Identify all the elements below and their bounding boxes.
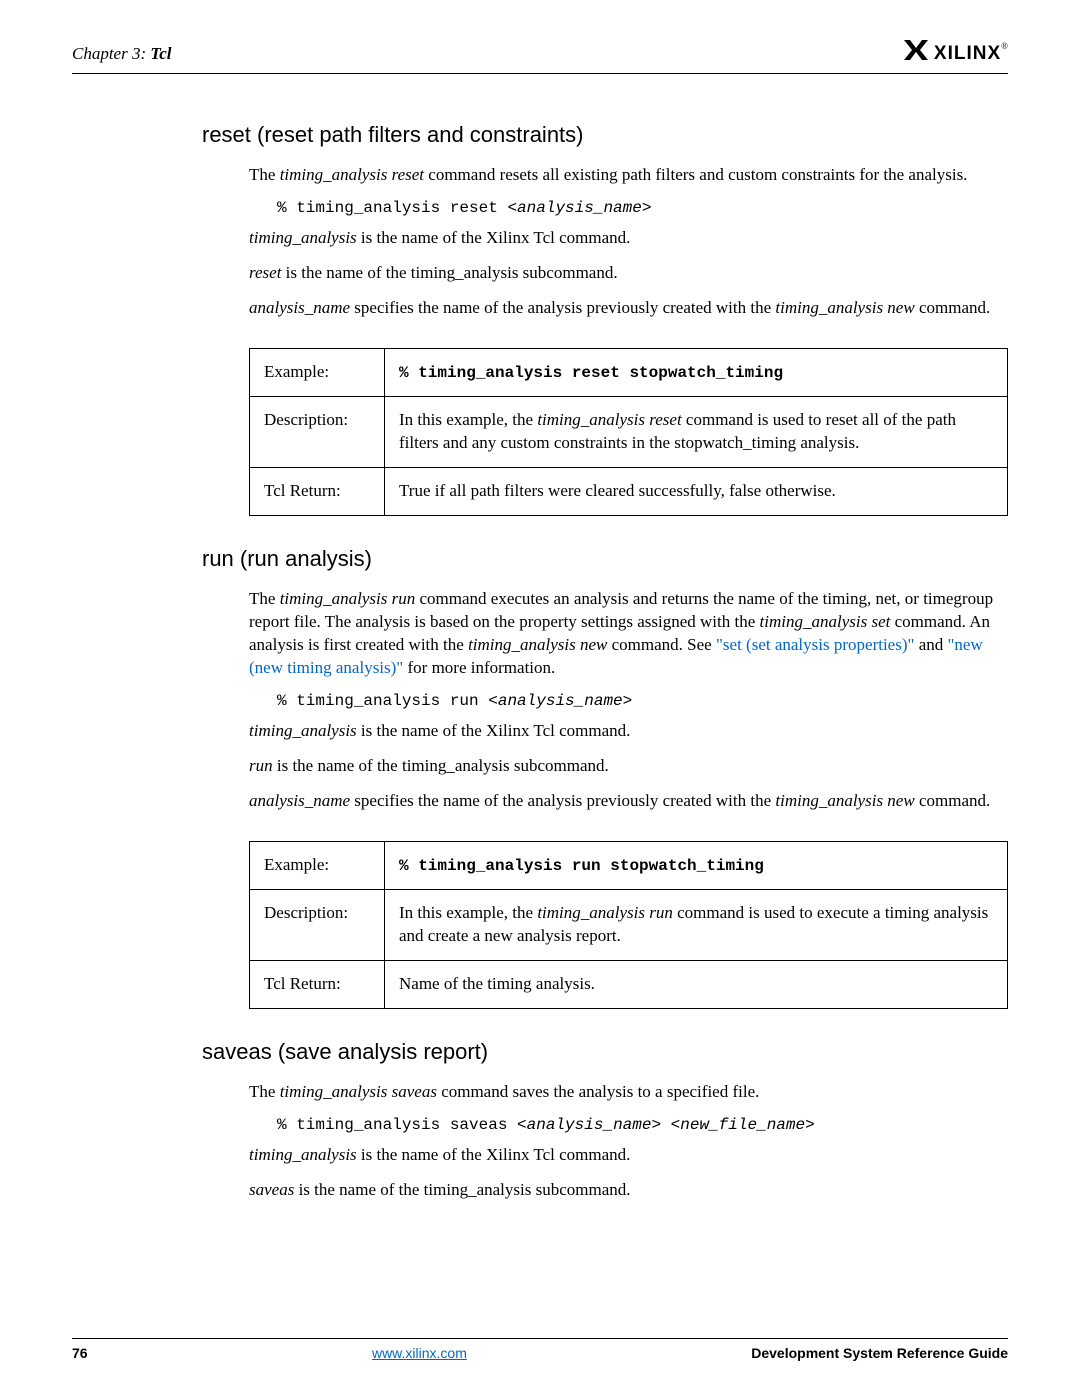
- reset-code: % timing_analysis reset <analysis_name>: [249, 199, 1008, 217]
- saveas-p2: timing_analysis is the name of the Xilin…: [249, 1144, 1008, 1167]
- run-intro: The timing_analysis run command executes…: [249, 588, 1008, 680]
- reset-desc-label: Description:: [250, 397, 385, 468]
- run-table: Example: % timing_analysis run stopwatch…: [249, 841, 1008, 1009]
- page-number: 76: [72, 1345, 88, 1361]
- run-p2: timing_analysis is the name of the Xilin…: [249, 720, 1008, 743]
- saveas-body: The timing_analysis saveas command saves…: [207, 1081, 1008, 1202]
- reset-intro: The timing_analysis reset command resets…: [249, 164, 1008, 187]
- table-row: Description: In this example, the timing…: [250, 397, 1008, 468]
- run-p3: run is the name of the timing_analysis s…: [249, 755, 1008, 778]
- footer-url[interactable]: www.xilinx.com: [372, 1345, 467, 1361]
- reset-body: The timing_analysis reset command resets…: [207, 164, 1008, 516]
- run-p4: analysis_name specifies the name of the …: [249, 790, 1008, 813]
- saveas-code: % timing_analysis saveas <analysis_name>…: [249, 1116, 1008, 1134]
- link-set-props[interactable]: "set (set analysis properties)": [716, 635, 914, 654]
- run-example-val: % timing_analysis run stopwatch_timing: [385, 841, 1008, 890]
- reset-p3: reset is the name of the timing_analysis…: [249, 262, 1008, 285]
- reset-table: Example: % timing_analysis reset stopwat…: [249, 348, 1008, 516]
- table-row: Example: % timing_analysis reset stopwat…: [250, 348, 1008, 397]
- main-content: reset (reset path filters and constraint…: [72, 122, 1008, 1202]
- table-row: Tcl Return: Name of the timing analysis.: [250, 961, 1008, 1009]
- reset-p4: analysis_name specifies the name of the …: [249, 297, 1008, 320]
- table-row: Example: % timing_analysis run stopwatch…: [250, 841, 1008, 890]
- logo-text: XILINX®: [934, 43, 1008, 65]
- table-row: Description: In this example, the timing…: [250, 890, 1008, 961]
- section-heading-saveas: saveas (save analysis report): [202, 1039, 1008, 1065]
- chapter-label: Chapter 3: Tcl: [72, 44, 171, 64]
- saveas-p3: saveas is the name of the timing_analysi…: [249, 1179, 1008, 1202]
- reset-example-val: % timing_analysis reset stopwatch_timing: [385, 348, 1008, 397]
- logo-icon: [902, 38, 930, 69]
- run-return-label: Tcl Return:: [250, 961, 385, 1009]
- table-row: Tcl Return: True if all path filters wer…: [250, 468, 1008, 516]
- page-footer: 76 www.xilinx.com Development System Ref…: [72, 1338, 1008, 1361]
- reset-desc-val: In this example, the timing_analysis res…: [385, 397, 1008, 468]
- run-return-val: Name of the timing analysis.: [385, 961, 1008, 1009]
- chapter-title: Tcl: [150, 44, 171, 63]
- run-body: The timing_analysis run command executes…: [207, 588, 1008, 1009]
- xilinx-logo: XILINX®: [902, 38, 1008, 69]
- run-desc-label: Description:: [250, 890, 385, 961]
- run-example-label: Example:: [250, 841, 385, 890]
- chapter-prefix: Chapter 3:: [72, 44, 146, 63]
- saveas-intro: The timing_analysis saveas command saves…: [249, 1081, 1008, 1104]
- reset-return-label: Tcl Return:: [250, 468, 385, 516]
- reset-example-label: Example:: [250, 348, 385, 397]
- doc-title: Development System Reference Guide: [751, 1345, 1008, 1361]
- section-heading-run: run (run analysis): [202, 546, 1008, 572]
- run-desc-val: In this example, the timing_analysis run…: [385, 890, 1008, 961]
- reset-return-val: True if all path filters were cleared su…: [385, 468, 1008, 516]
- reset-p2: timing_analysis is the name of the Xilin…: [249, 227, 1008, 250]
- page-header: Chapter 3: Tcl XILINX®: [72, 38, 1008, 74]
- section-heading-reset: reset (reset path filters and constraint…: [202, 122, 1008, 148]
- run-code: % timing_analysis run <analysis_name>: [249, 692, 1008, 710]
